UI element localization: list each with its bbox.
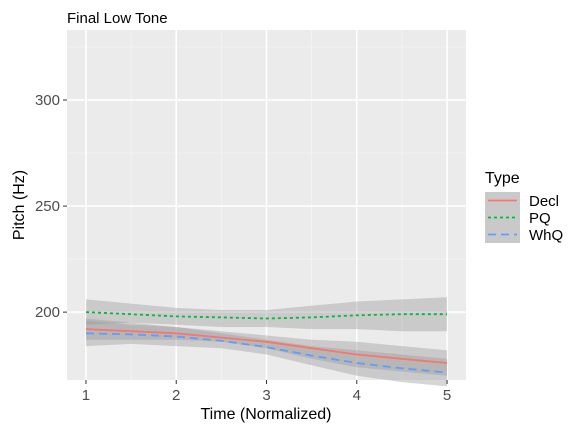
series-line-decl xyxy=(85,328,448,364)
y-axis-title: Pitch (Hz) xyxy=(11,170,28,240)
x-tick-label: 2 xyxy=(172,387,180,404)
y-tick-label: 200 xyxy=(35,304,60,321)
x-tick-label: 4 xyxy=(353,387,361,404)
x-axis: 1 2 3 4 5 xyxy=(82,380,451,404)
y-axis: 200 250 300 xyxy=(35,92,67,321)
grid-major xyxy=(67,30,466,380)
ci-band-pq xyxy=(86,297,447,332)
y-tick-label: 300 xyxy=(35,92,60,109)
legend-label-decl: Decl xyxy=(529,193,559,210)
x-axis-title: Time (Normalized) xyxy=(201,406,332,423)
y-tick-label: 250 xyxy=(35,198,60,215)
legend-label-pq: PQ xyxy=(529,210,551,227)
series-line-pq xyxy=(85,311,447,320)
legend-title: Type xyxy=(485,170,520,187)
series-lines xyxy=(85,311,448,374)
x-tick-label: 3 xyxy=(262,387,270,404)
x-tick-label: 5 xyxy=(443,387,451,404)
x-tick-label: 1 xyxy=(82,387,90,404)
chart-title: Final Low Tone xyxy=(67,10,168,27)
series-line-whq xyxy=(85,332,448,374)
legend-label-whq: WhQ xyxy=(529,227,563,244)
ci-band-whq xyxy=(86,320,447,387)
